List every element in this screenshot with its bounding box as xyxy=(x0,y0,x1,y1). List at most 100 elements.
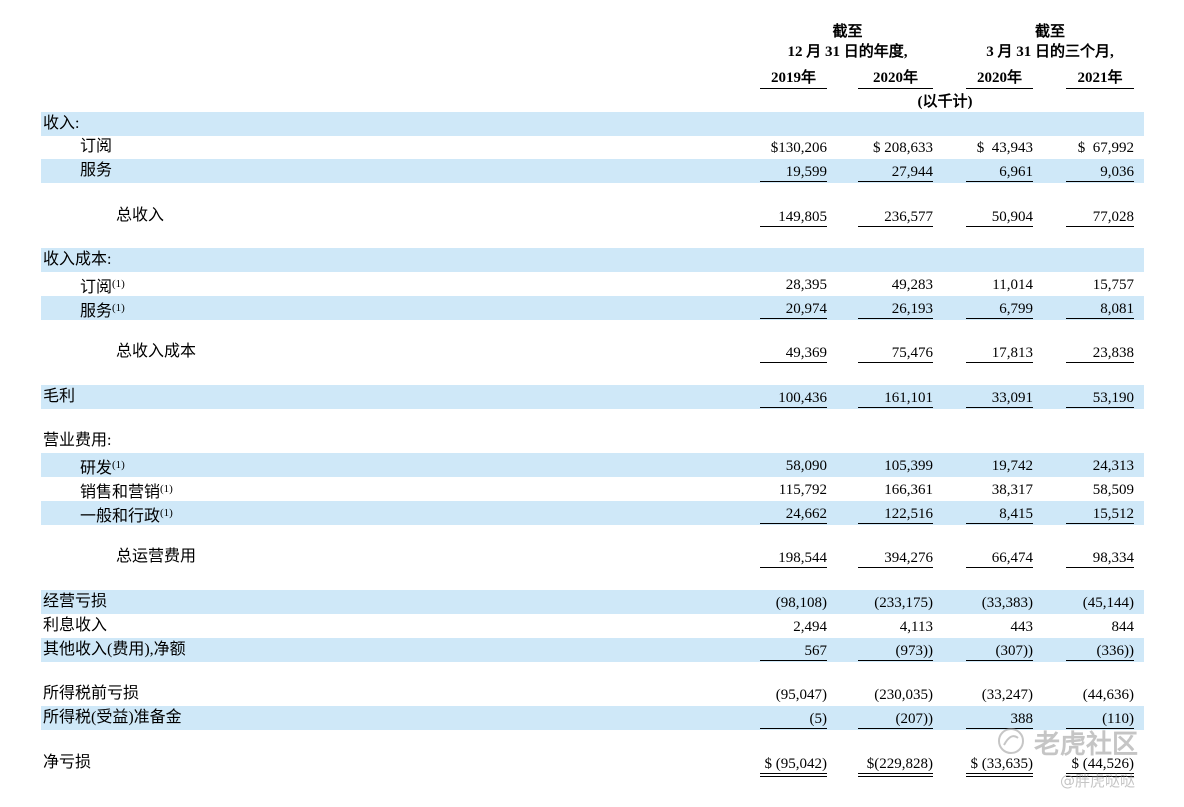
underline xyxy=(858,226,933,227)
underline xyxy=(1066,318,1134,319)
cell-value: $ (33,635) xyxy=(970,756,1034,772)
cell-value: 28,395 xyxy=(785,277,827,293)
underline xyxy=(966,362,1033,363)
footnote-marker: (1) xyxy=(112,278,125,290)
table-row: 订阅 $130,206 $ 208,633 $ 43,943 $ 67,992 xyxy=(0,135,1184,159)
table-row: 收入: xyxy=(0,112,1184,136)
cell-value: 58,090 xyxy=(785,458,827,474)
cell-value: 23,838 xyxy=(1092,345,1134,361)
footnote-marker: (1) xyxy=(112,459,125,471)
table-row: 所得税(受益)准备金 (5) (207)) 388 (110) xyxy=(0,706,1184,730)
table-row: 利息收入 2,494 4,113 443 844 xyxy=(0,614,1184,638)
footnote-marker: (1) xyxy=(112,302,125,314)
cell-value: 77,028 xyxy=(1092,209,1134,225)
cell-value: 115,792 xyxy=(778,482,827,498)
table-row: 研发(1) 58,090 105,399 19,742 24,313 xyxy=(0,453,1184,477)
double-underline xyxy=(966,773,1033,777)
underline xyxy=(1066,181,1134,182)
cell-value: 17,813 xyxy=(991,345,1033,361)
cell-value: $ (44,526) xyxy=(1071,756,1135,772)
row-label-text: 经营亏损 xyxy=(43,593,108,610)
cell-value: 49,283 xyxy=(891,277,933,293)
table-row: 净亏损 $ (95,042) $(229,828) $ (33,635) $ (44,5… xyxy=(0,751,1184,777)
row-label-text: 所得税前亏损 xyxy=(43,685,140,702)
cell-value: $130,206 xyxy=(770,140,827,156)
double-underline xyxy=(1066,773,1134,777)
cell-value: 198,544 xyxy=(778,550,827,566)
cell-value: 105,399 xyxy=(884,458,933,474)
cell-value: 6,961 xyxy=(999,164,1033,180)
year-header: 2021年 xyxy=(1066,68,1134,89)
underline xyxy=(966,660,1033,661)
row-label-text: 营业费用: xyxy=(43,432,112,449)
cell-value: 11,014 xyxy=(992,277,1033,293)
table-row: 一般和行政(1) 24,662 122,516 8,415 15,512 xyxy=(0,501,1184,525)
row-label-text: 净亏损 xyxy=(43,754,92,771)
underline xyxy=(760,407,827,408)
cell-value: 567 xyxy=(804,643,828,659)
cell-value: 4,113 xyxy=(899,619,933,635)
cell-value: 844 xyxy=(1111,619,1135,635)
cell-value: $ (95,042) xyxy=(764,756,828,772)
cell-value: (336)) xyxy=(1096,643,1135,659)
footnote-marker: (1) xyxy=(160,483,173,495)
year-header: 2020年 xyxy=(966,68,1033,89)
underline xyxy=(1066,567,1134,568)
row-label: 订阅 xyxy=(80,137,112,157)
underline xyxy=(966,407,1033,408)
cell-value: 9,036 xyxy=(1100,164,1134,180)
row-label-text: 总收入 xyxy=(116,207,165,224)
row-label-text: 订阅 xyxy=(80,138,113,155)
row-label-text: 订阅 xyxy=(80,279,113,296)
underline xyxy=(1066,362,1134,363)
row-label: 销售和营销(1) xyxy=(80,479,173,503)
underline xyxy=(760,523,827,524)
row-label-text: 利息收入 xyxy=(43,617,108,634)
cell-value: 27,944 xyxy=(891,164,933,180)
row-label: 营业费用: xyxy=(43,431,111,451)
cell-value: (98,108) xyxy=(775,595,827,611)
watermark-brand: 老虎社区 xyxy=(1034,730,1139,760)
row-label: 服务 xyxy=(80,161,112,181)
row-label-text: 总收入成本 xyxy=(116,343,197,360)
cell-value: (973)) xyxy=(895,643,934,659)
table-row: 总运营费用 198,544 394,276 66,474 98,334 xyxy=(0,545,1184,569)
cell-value: 75,476 xyxy=(891,345,933,361)
table-row: 订阅(1) 28,395 49,283 11,014 15,757 xyxy=(0,272,1184,296)
cell-value: (33,383) xyxy=(981,595,1033,611)
cell-value: 8,415 xyxy=(999,506,1033,522)
underline xyxy=(760,318,827,319)
unit-note: (以千计) xyxy=(917,94,973,110)
row-band xyxy=(41,159,1144,183)
header-group1-subtitle: 12 月 31 日的年度, xyxy=(787,44,908,60)
double-underline xyxy=(858,773,933,777)
underline xyxy=(1066,728,1134,729)
cell-value: (5) xyxy=(809,711,828,727)
cell-value: 19,742 xyxy=(991,458,1033,474)
row-label: 一般和行政(1) xyxy=(80,503,173,527)
underline xyxy=(760,660,827,661)
underline xyxy=(966,567,1033,568)
cell-value: 122,516 xyxy=(884,506,933,522)
row-label-text: 收入成本: xyxy=(43,251,112,268)
cell-value: (110) xyxy=(1102,711,1134,727)
cell-value: 166,361 xyxy=(884,482,933,498)
row-band xyxy=(41,385,1144,409)
table-row: 所得税前亏损 (95,047) (230,035) (33,247) (44,636) xyxy=(0,682,1184,706)
underline xyxy=(966,181,1033,182)
header-group2-title: 截至 xyxy=(1034,24,1065,40)
row-label: 经营亏损 xyxy=(43,592,107,612)
cell-value: (230,035) xyxy=(874,687,933,703)
underline xyxy=(858,728,933,729)
cell-value: 443 xyxy=(1010,619,1034,635)
underline xyxy=(858,318,933,319)
cell-value: $ 43,943 xyxy=(976,140,1033,156)
cell-value: 149,805 xyxy=(778,209,827,225)
row-label-text: 服务 xyxy=(80,303,113,320)
row-label-text: 研发 xyxy=(80,460,113,477)
cell-value: 6,799 xyxy=(999,301,1033,317)
cell-value: 38,317 xyxy=(991,482,1033,498)
cell-value: 388 xyxy=(1010,711,1034,727)
underline xyxy=(858,523,933,524)
underline xyxy=(858,567,933,568)
